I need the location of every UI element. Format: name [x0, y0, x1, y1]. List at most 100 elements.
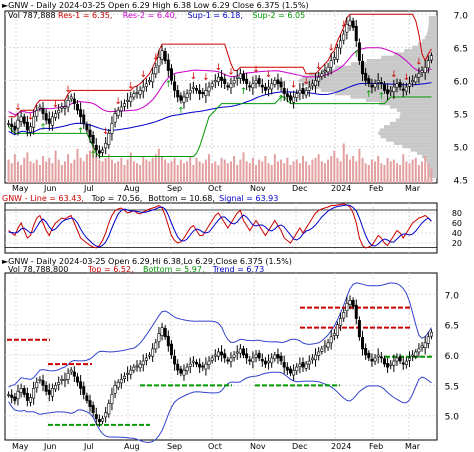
trend-candle-body [13, 396, 17, 401]
candle-body [182, 96, 186, 103]
trend-candle-body [195, 361, 199, 365]
volume-bar [370, 159, 373, 183]
price-ytick-label: 6.0 [454, 77, 469, 87]
sell-arrow-icon: ↓ [102, 127, 110, 137]
volume-profile-bar [386, 138, 437, 142]
volume-bar [305, 161, 308, 183]
volume-profile-bar [309, 72, 437, 76]
trend-xtick-label: 2024 [331, 442, 351, 451]
trend-xtick-label: Jul [83, 442, 94, 451]
volume-bar [57, 159, 60, 183]
volume-profile-bar [366, 58, 437, 63]
volume-bar [179, 159, 182, 183]
candle-body [204, 90, 208, 96]
stoch-legend-entry: Signal = 63.93 [219, 194, 278, 203]
candle-body [408, 83, 412, 87]
volume-profile-bar [427, 29, 437, 33]
trend-candle-body [263, 360, 267, 365]
candle-body [173, 81, 177, 91]
price-xtick-label: Mar [405, 184, 421, 193]
candle-body [263, 86, 267, 91]
volume-profile-bar [410, 148, 437, 152]
trend-xtick-label: Mar [405, 442, 421, 451]
volume-bar [32, 163, 35, 183]
candle-body [429, 55, 433, 61]
sell-arrow-icon: ↓ [327, 43, 335, 53]
trend-candle-body [41, 380, 45, 386]
volume-bar [192, 165, 195, 183]
volume-profile-bar [350, 62, 437, 66]
candle-body [285, 93, 289, 98]
volume-bar [198, 161, 201, 183]
buy-arrow-icon: ↑ [352, 50, 360, 60]
volume-bar [173, 157, 176, 183]
volume-profile-bar [395, 118, 437, 122]
candle-body [248, 85, 252, 88]
stoch-ytick-label: 40 [452, 229, 462, 238]
trend-candle-body [229, 357, 233, 362]
trend-candle-body [66, 372, 70, 380]
trend-candle-body [54, 385, 58, 390]
candle-body [119, 106, 123, 112]
volume-bar [223, 159, 226, 183]
legend-level: Res-1 = 6.35, [58, 11, 112, 20]
candle-body [94, 144, 98, 151]
volume-bar [10, 163, 13, 183]
volume-profile-bar [428, 168, 437, 172]
trend-candle-body [342, 312, 346, 319]
candle-body [404, 86, 408, 92]
candle-body [122, 103, 126, 107]
candle-body [54, 113, 58, 118]
candle-body [213, 80, 217, 83]
trend-candle-body [376, 354, 380, 358]
trend-candle-body [329, 336, 333, 344]
candle-body [401, 88, 405, 91]
volume-bar [245, 161, 248, 183]
trend-ytick-label: 6.0 [445, 352, 460, 362]
volume-bar [151, 157, 154, 183]
trend-candle-body [19, 388, 23, 393]
candle-body [223, 78, 227, 85]
volume-bar [139, 165, 142, 183]
candle-body [260, 84, 264, 88]
candle-body [7, 123, 11, 125]
candle-body [329, 60, 333, 68]
volume-bar [399, 165, 402, 183]
volume-bar [308, 165, 311, 183]
volume-bar [148, 161, 151, 183]
volume-profile-bar [378, 131, 437, 136]
sell-arrow-icon: ↓ [390, 70, 398, 80]
price-ytick-label: 5.5 [454, 111, 468, 121]
volume-bar [251, 157, 254, 183]
ma50-line [8, 82, 432, 136]
volume-bar [126, 159, 129, 183]
candle-body [279, 81, 283, 88]
volume-profile-bar [428, 25, 437, 30]
trend-ytick-label: 6.5 [445, 322, 459, 332]
volume-profile-bar [400, 111, 437, 116]
volume-bar [208, 154, 211, 183]
candle-body [245, 78, 249, 85]
trend-candle-body [270, 357, 274, 364]
candle-body [38, 106, 42, 109]
candle-body [22, 116, 26, 124]
candle-body [326, 66, 330, 73]
candle-body [185, 93, 189, 98]
trend-candle-body [404, 360, 408, 365]
buy-arrow-icon: ↑ [277, 94, 285, 104]
trend-candle-body [426, 336, 430, 344]
candle-body [354, 25, 358, 42]
volume-bar [336, 157, 339, 183]
trend-candle-body [163, 327, 167, 338]
stoch-ytick-label: 80 [452, 209, 462, 218]
candle-body [382, 84, 386, 91]
candle-body [129, 96, 133, 102]
candle-body [373, 83, 377, 88]
volume-bar [242, 152, 245, 183]
price-legend: ►GNW - Daily 2024-03-25 Open 6.29 High 6… [2, 1, 309, 20]
trend-candle-body [389, 363, 393, 366]
trend-candle-body [254, 354, 258, 358]
volume-bar [135, 163, 138, 183]
stoch-series-signal [8, 204, 432, 248]
